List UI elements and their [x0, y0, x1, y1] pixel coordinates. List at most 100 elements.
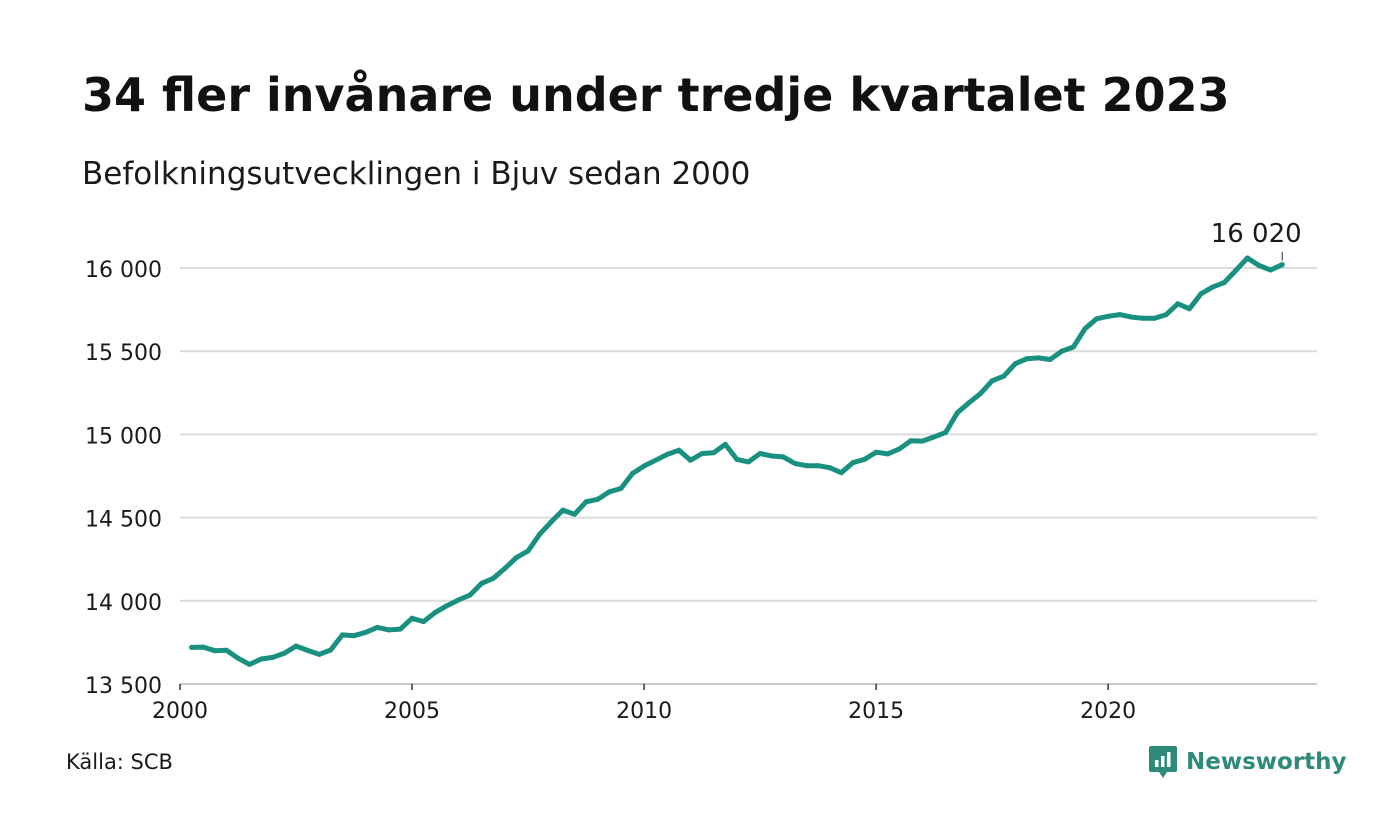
x-tick-label: 2005 [384, 699, 440, 724]
data-point [629, 471, 635, 477]
data-point [258, 656, 264, 662]
y-tick-label: 16 000 [85, 258, 162, 283]
data-point [293, 643, 299, 649]
data-point [479, 580, 485, 586]
data-point [676, 447, 682, 453]
data-point [931, 434, 937, 440]
x-tick-label: 2000 [152, 699, 208, 724]
data-point [305, 647, 311, 653]
gridlines [180, 267, 1317, 685]
data-point [537, 531, 543, 537]
data-point [618, 485, 624, 491]
data-point [513, 555, 519, 561]
data-point [548, 519, 554, 525]
data-point [711, 450, 717, 456]
data-point [1186, 306, 1192, 312]
brand-logo: Newsworthy [1148, 744, 1347, 780]
annotation-label: 16 020 [1211, 219, 1302, 249]
axes: 13 500 14 000 14 500 15 000 15 500 16 000 2000… [85, 258, 1317, 724]
data-point [455, 597, 461, 603]
data-point [746, 459, 751, 465]
data-point [873, 449, 879, 455]
data-point [397, 626, 403, 632]
data-point [687, 457, 693, 463]
data-point [989, 378, 995, 384]
data-point [1268, 267, 1274, 273]
data-point [409, 615, 415, 621]
x-tick-label: 2015 [848, 699, 904, 724]
y-tick-label: 14 500 [85, 508, 162, 533]
data-point [1012, 361, 1018, 367]
data-point [571, 511, 577, 517]
y-tick-label: 15 500 [85, 341, 162, 366]
brand-name: Newsworthy [1186, 749, 1347, 775]
data-point [722, 441, 728, 447]
data-point [1070, 344, 1076, 350]
data-point [862, 456, 868, 462]
data-point [223, 647, 229, 653]
y-tick-label: 14 000 [85, 591, 162, 616]
newsworthy-logo-icon [1149, 746, 1177, 778]
data-point [699, 451, 705, 457]
data-point [1140, 315, 1146, 321]
data-point [757, 451, 763, 457]
data-point [1082, 326, 1088, 332]
data-point [1279, 262, 1285, 268]
data-point [1244, 255, 1250, 261]
data-point [363, 629, 369, 635]
data-point [490, 575, 496, 581]
data-point [954, 410, 960, 416]
data-point [1001, 373, 1007, 379]
data-point [1152, 315, 1158, 321]
data-point [247, 661, 253, 667]
data-point [1117, 312, 1123, 318]
data-point [838, 470, 844, 476]
data-point [189, 644, 195, 650]
data-point [1221, 280, 1227, 286]
data-point [235, 655, 241, 661]
data-point [896, 446, 902, 452]
data-point [339, 632, 345, 638]
data-point [804, 463, 810, 469]
data-point [316, 651, 322, 657]
data-point [885, 451, 891, 457]
data-point [769, 453, 775, 459]
data-point [386, 627, 392, 633]
data-point [641, 463, 647, 469]
series [189, 255, 1285, 667]
data-point [1256, 263, 1262, 269]
data-point [432, 609, 438, 615]
data-point [780, 454, 786, 460]
data-point [664, 451, 670, 457]
data-point [1128, 314, 1134, 320]
data-point [1094, 316, 1100, 322]
data-point [595, 496, 601, 502]
data-point [525, 548, 531, 554]
data-point [606, 489, 612, 495]
data-point [1105, 313, 1111, 319]
data-point [212, 648, 218, 654]
data-point [200, 644, 206, 650]
data-point [978, 391, 984, 397]
data-point [1024, 356, 1030, 362]
x-tick-label: 2010 [616, 699, 672, 724]
data-point [1047, 357, 1053, 363]
data-point [560, 507, 566, 513]
data-point [653, 457, 659, 463]
data-point [815, 463, 821, 469]
data-point [328, 647, 334, 653]
data-point [1163, 312, 1169, 318]
data-point [734, 456, 740, 462]
data-point [281, 650, 287, 656]
data-point [1059, 348, 1065, 354]
data-point [920, 438, 926, 444]
data-point [1036, 355, 1042, 361]
data-point [1233, 267, 1239, 273]
source-note: Källa: SCB [66, 750, 173, 774]
data-point [583, 499, 589, 505]
y-tick-label: 13 500 [85, 674, 162, 699]
annotations: 16 020 [1211, 219, 1302, 261]
data-point [374, 624, 380, 630]
x-tick-label: 2020 [1080, 699, 1136, 724]
